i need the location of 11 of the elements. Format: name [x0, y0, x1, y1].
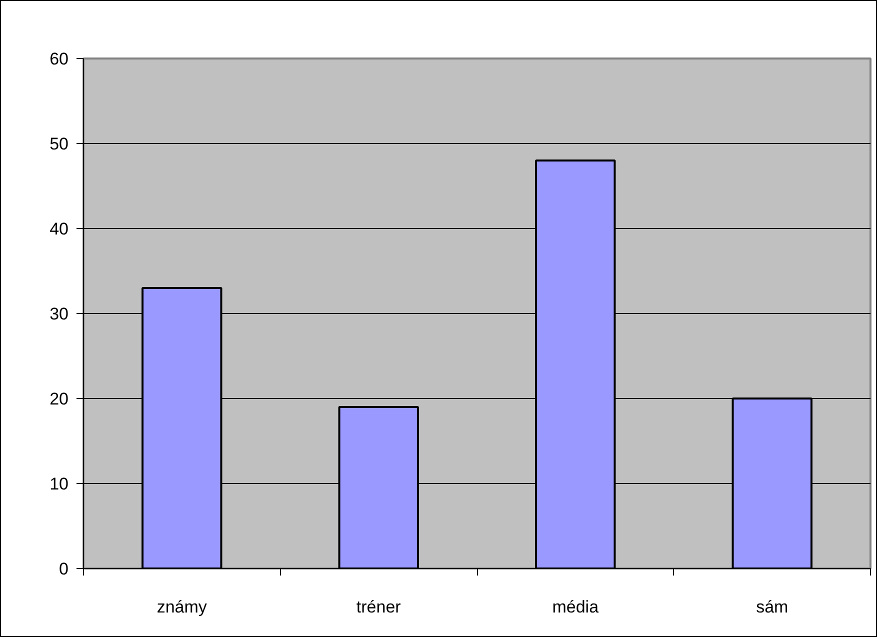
x-tick-label: známy — [156, 598, 208, 616]
x-tick-label: tréner — [356, 598, 402, 616]
y-tick-label: 30 — [50, 304, 69, 324]
y-tick-label: 50 — [50, 134, 69, 154]
x-tick-label: sám — [756, 598, 788, 616]
y-tick-label: 20 — [50, 390, 69, 408]
y-tick-label: 0 — [59, 560, 69, 578]
y-tick-label: 60 — [50, 50, 69, 68]
y-tick-label: 10 — [50, 474, 69, 494]
x-tick-label: média — [552, 598, 600, 616]
y-tick-label: 40 — [50, 220, 69, 238]
